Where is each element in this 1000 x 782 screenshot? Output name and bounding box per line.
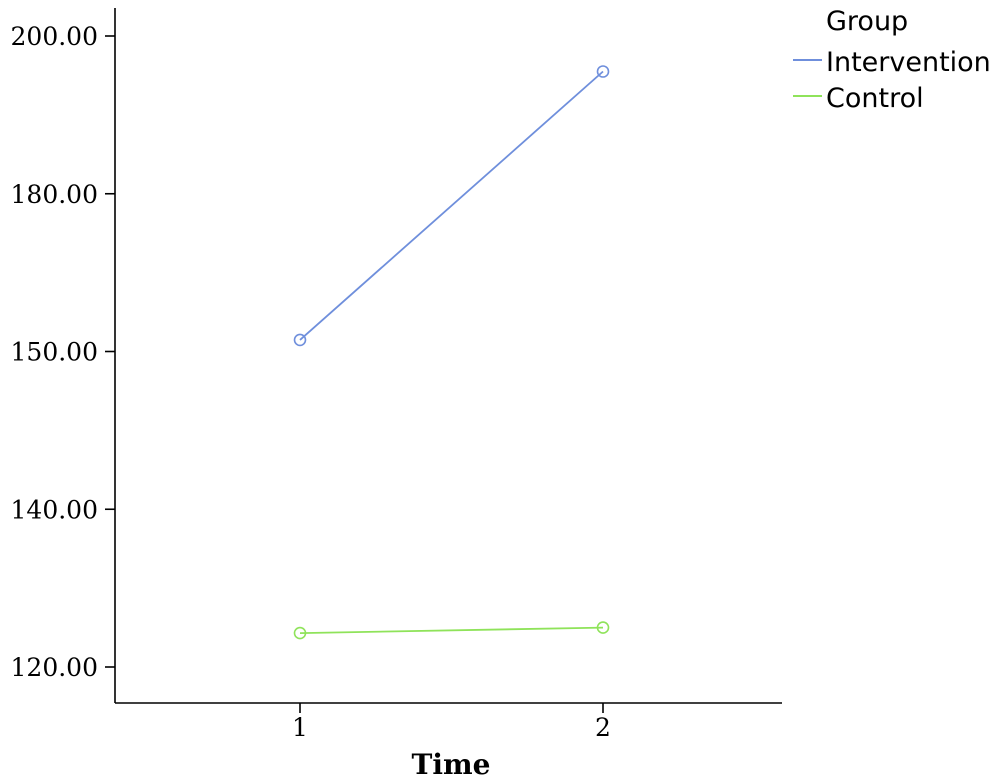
legend: Group Intervention Control	[793, 6, 991, 114]
y-tick-label: 140.00	[11, 495, 98, 524]
legend-items: Intervention Control	[793, 47, 991, 114]
series-layer	[293, 65, 610, 640]
legend-label-control: Control	[826, 83, 924, 114]
axes	[114, 8, 782, 704]
x-tick-label: 1	[292, 713, 308, 742]
y-ticks: 120.00 140.00 150.00 180.00 200.00	[11, 22, 115, 682]
y-tick-label: 180.00	[11, 180, 98, 209]
legend-title: Group	[826, 6, 908, 37]
x-tick-label: 2	[595, 713, 611, 742]
legend-label-intervention: Intervention	[826, 47, 991, 78]
x-axis-title: Time	[412, 748, 491, 781]
y-tick-label: 120.00	[11, 653, 98, 682]
data-point-intervention	[596, 65, 610, 78]
data-point-intervention	[293, 333, 307, 347]
data-point-control	[293, 626, 307, 640]
series-line-control	[299, 626, 604, 634]
data-point-control	[596, 621, 610, 634]
series-line-intervention	[299, 70, 604, 341]
y-tick-label: 200.00	[11, 22, 98, 51]
y-tick-label: 150.00	[11, 338, 98, 367]
